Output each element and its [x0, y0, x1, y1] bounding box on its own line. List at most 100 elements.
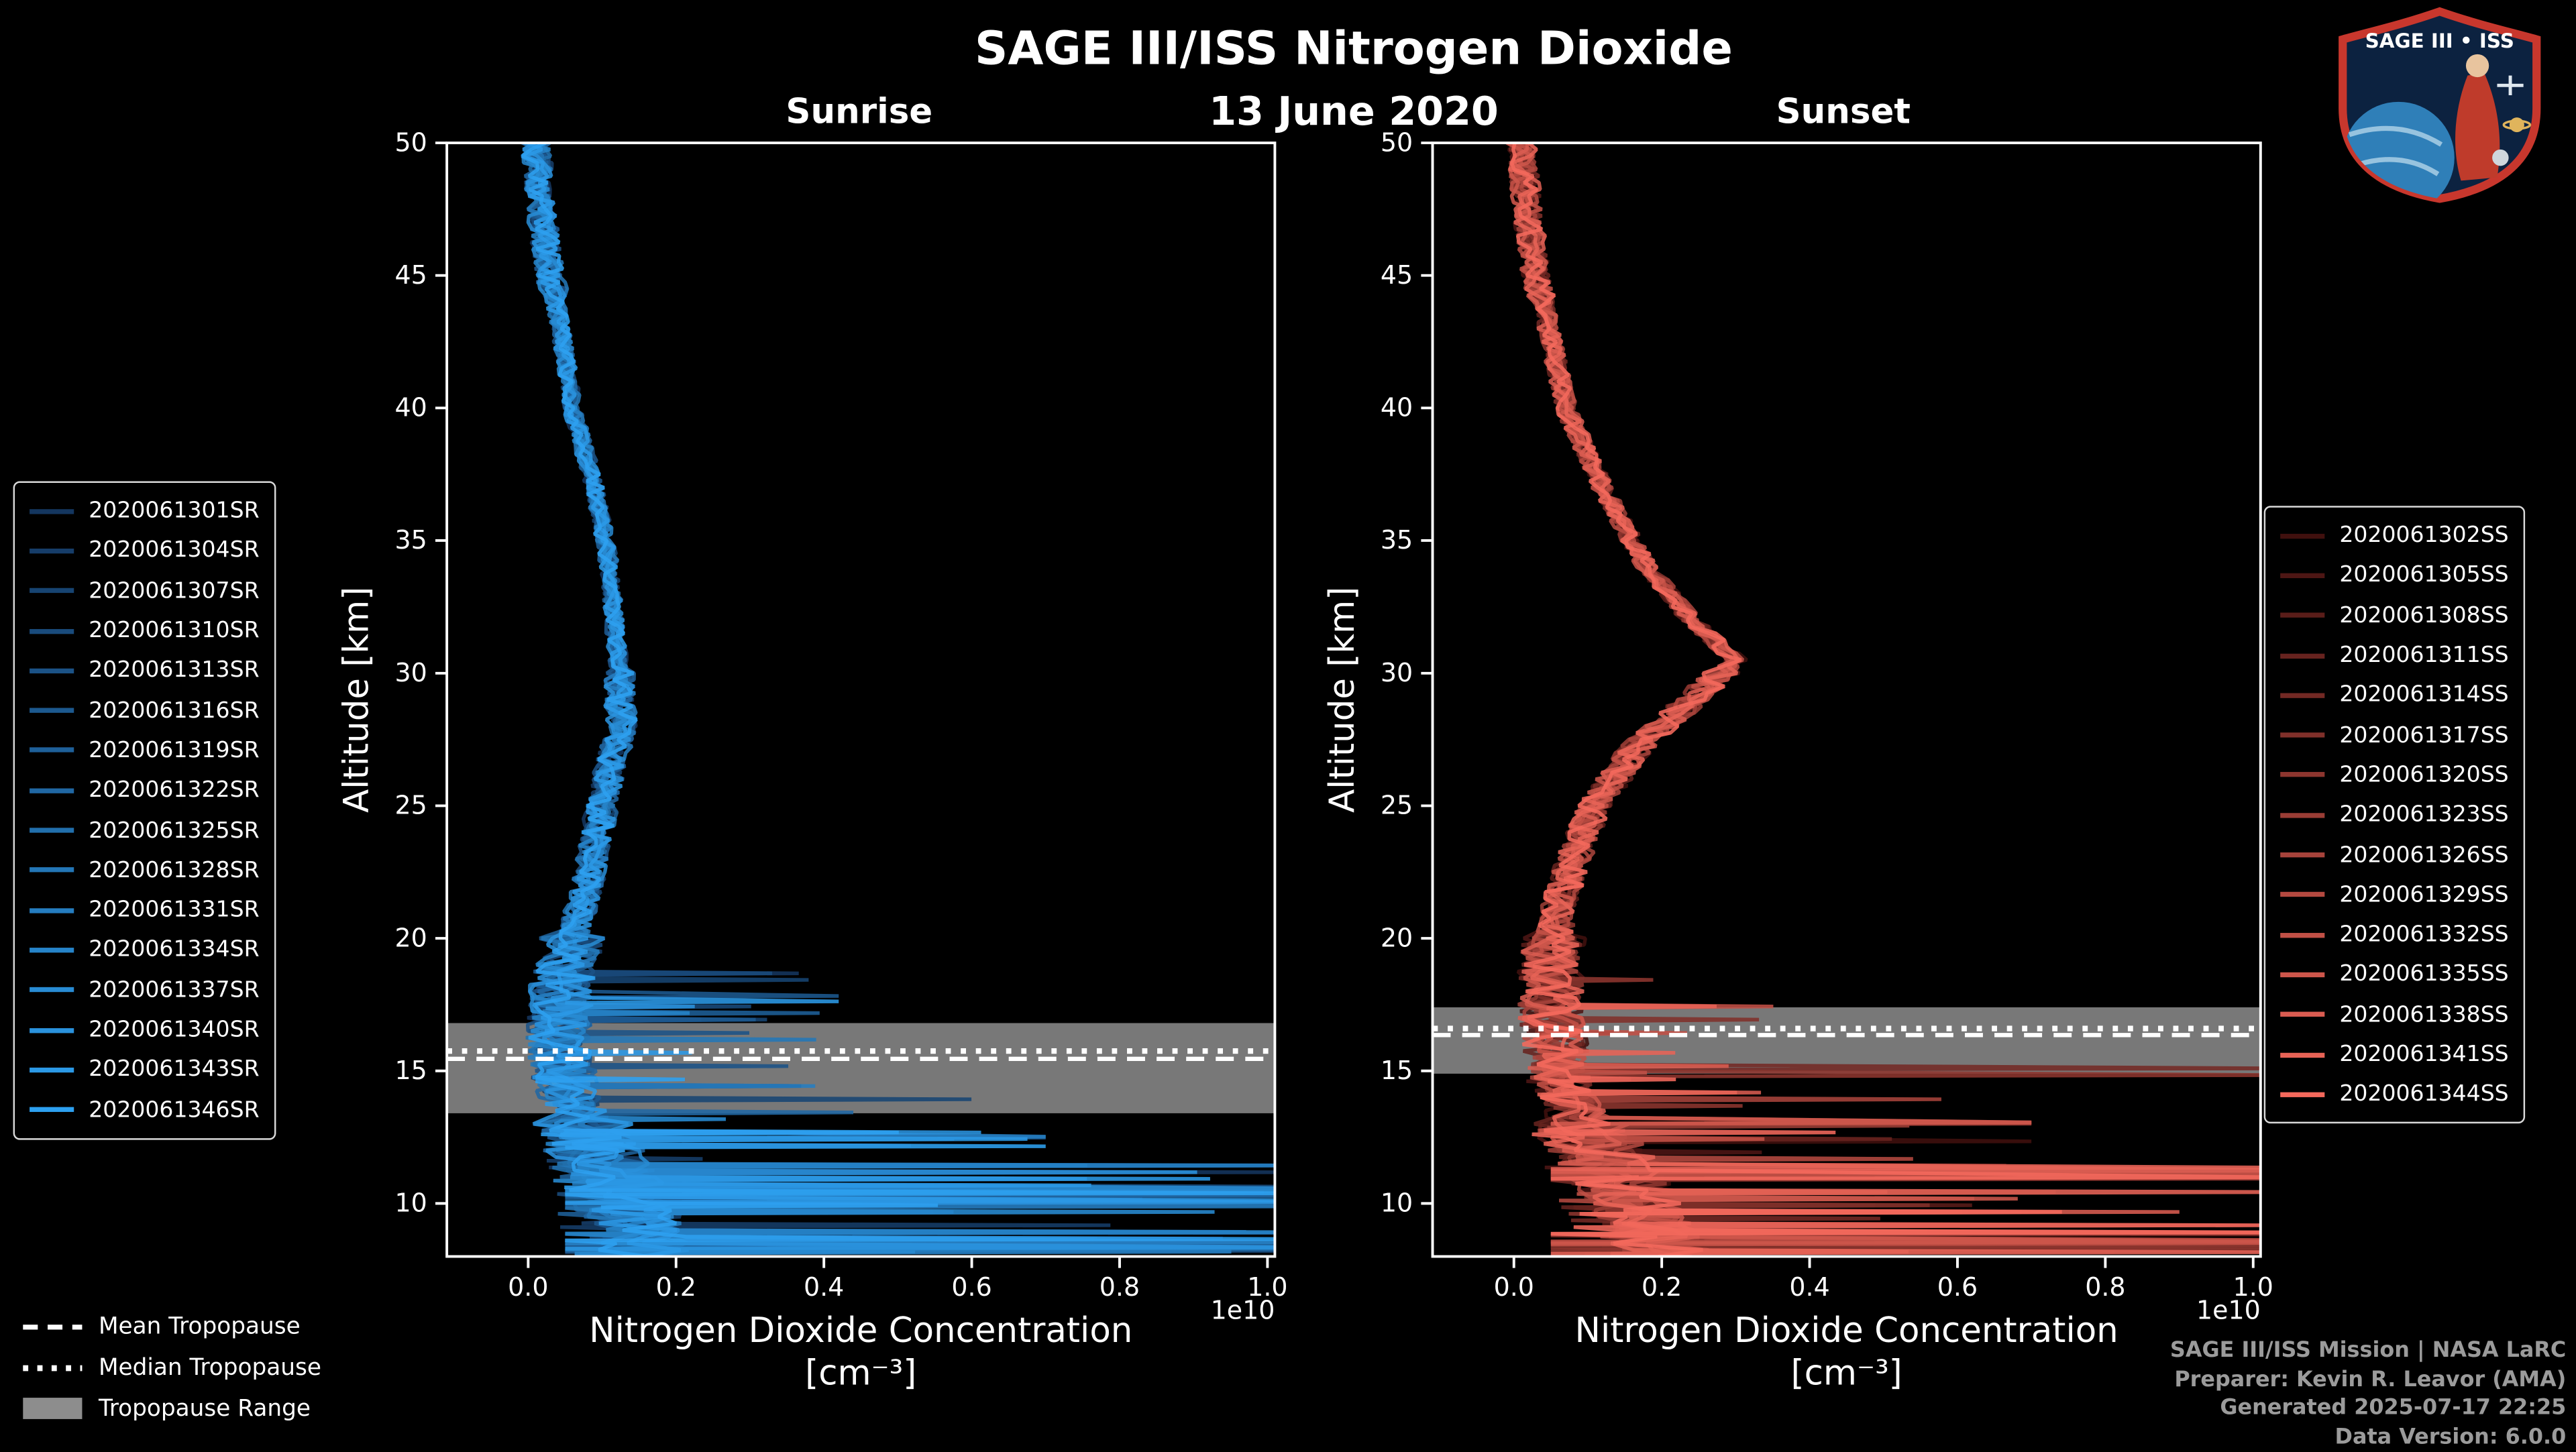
profile-line [1509, 143, 2261, 1257]
profile-line [1508, 143, 2261, 1257]
logo-earth-clouds [2348, 125, 2443, 176]
legend-line-swatch [2280, 533, 2325, 539]
legend-line-swatch [2280, 773, 2325, 778]
x-offset-label: 1e10 [1211, 1296, 1275, 1325]
legend-line-swatch [30, 668, 74, 673]
legend-label: 2020061307SR [89, 577, 260, 604]
legend-label: 2020061325SR [89, 817, 260, 844]
plot-frame [445, 142, 1277, 1258]
sunset-legend-list: 2020061302SS 2020061305SS 2020061308SS 2020… [2280, 516, 2509, 1115]
x-axis-units-label: [cm⁻³] [1791, 1353, 1902, 1393]
logo-saturn-ring [2502, 119, 2532, 130]
legend-line-swatch [30, 1067, 74, 1072]
x-tick-label: 0.6 [1937, 1272, 1978, 1302]
legend-line-swatch [2280, 972, 2325, 977]
legend-label: 2020061314SS [2339, 682, 2509, 709]
legend-item: 2020061322SR [30, 771, 260, 811]
legend-item: 2020061335SS [2280, 955, 2509, 995]
legend-item: 2020061304SR [30, 531, 260, 571]
legend-line-swatch [30, 787, 74, 793]
legend-item: 2020061329SS [2280, 875, 2509, 915]
x-axis-units-label: [cm⁻³] [805, 1353, 916, 1393]
x-tick-label: 1.0 [2233, 1272, 2273, 1302]
legend-item: 2020061332SS [2280, 915, 2509, 955]
profile-line [1507, 143, 2261, 1257]
legend-item: 2020061317SS [2280, 715, 2509, 755]
logo-figure-head [2465, 54, 2489, 78]
y-tick-label: 20 [394, 923, 427, 952]
legend-item: 2020061334SR [30, 930, 260, 970]
legend-item: 2020061308SS [2280, 596, 2509, 636]
profile-line [1507, 143, 2261, 1257]
attribution-mission: SAGE III/ISS Mission | NASA LaRC [2169, 1338, 2567, 1363]
x-tick-label: 0.8 [2085, 1272, 2125, 1302]
y-tick-label: 10 [394, 1188, 427, 1218]
profile-line [524, 143, 1275, 1257]
legend-item: 2020061310SR [30, 611, 260, 651]
legend-item: 2020061331SR [30, 890, 260, 930]
legend-item: 2020061325SR [30, 810, 260, 850]
legend-label: 2020061320SS [2339, 762, 2509, 789]
plot-frame [1431, 142, 2262, 1258]
mean-tropopause-legend-row: Mean Tropopause [19, 1306, 321, 1347]
y-tick-label: 10 [1381, 1188, 1413, 1218]
y-tick-label: 50 [394, 127, 427, 157]
legend-label: 2020061310SR [89, 617, 260, 645]
y-tick-label: 45 [394, 260, 427, 290]
legend-line-swatch [2280, 852, 2325, 858]
tropopause-range-legend-row: Tropopause Range [19, 1388, 321, 1429]
median-tropopause-label: Median Tropopause [98, 1354, 321, 1381]
legend-item: 2020061320SS [2280, 755, 2509, 795]
legend-line-swatch [2280, 693, 2325, 698]
legend-item: 2020061326SS [2280, 835, 2509, 875]
logo-saturn [2509, 117, 2524, 133]
x-tick-label: 0.0 [508, 1272, 548, 1302]
legend-label: 2020061313SR [89, 657, 260, 684]
legend-label: 2020061305SS [2339, 562, 2509, 589]
legend-line-swatch [2280, 1092, 2325, 1097]
legend-item: 2020061314SS [2280, 675, 2509, 716]
tropopause-range-swatch [23, 1398, 83, 1419]
legend-item: 2020061311SS [2280, 635, 2509, 675]
legend-label: 2020061346SR [89, 1096, 260, 1123]
median-tropopause-swatch [23, 1364, 83, 1371]
legend-line-swatch [2280, 1012, 2325, 1017]
logo-iss-icon [2497, 75, 2524, 96]
legend-line-swatch [2280, 1052, 2325, 1057]
legend-line-swatch [30, 828, 74, 833]
legend-label: 2020061301SR [89, 498, 260, 524]
y-axis-label: Altitude [km] [1322, 587, 1362, 813]
panel-sunrise: 0.0 0.2 0.4 0.6 0.8 1.0 10 15 20 25 30 35 40 45 50 1e10… [337, 127, 1288, 1393]
profile-line [1511, 143, 2261, 1257]
legend-line-swatch [2280, 732, 2325, 738]
legend-line-swatch [2280, 573, 2325, 578]
logo-moon [2492, 149, 2509, 166]
x-tick-label: 1.0 [1247, 1272, 1287, 1302]
figure-date: 13 June 2020 [1209, 89, 1499, 135]
x-tick-label: 0.0 [1494, 1272, 1534, 1302]
legend-item: 2020061301SR [30, 491, 260, 531]
y-tick-label: 40 [1381, 393, 1413, 423]
mean-tropopause-label: Mean Tropopause [98, 1313, 301, 1340]
y-tick-label: 25 [394, 791, 427, 820]
y-tick-label: 30 [394, 658, 427, 687]
attribution-generated: Generated 2025-07-17 22:25 [2220, 1396, 2567, 1421]
legend-line-swatch [2280, 653, 2325, 658]
legend-label: 2020061338SS [2339, 1001, 2509, 1028]
logo-figure [2455, 72, 2500, 181]
x-tick-label: 0.2 [656, 1272, 696, 1302]
legend-label: 2020061332SS [2339, 922, 2509, 948]
profile-line [1509, 143, 2261, 1257]
profile-line [1509, 143, 2261, 1257]
legend-item: 2020061313SR [30, 651, 260, 691]
median-tropopause-legend-row: Median Tropopause [19, 1347, 321, 1388]
x-tick-label: 0.8 [1099, 1272, 1140, 1302]
profile-line [1509, 143, 2261, 1257]
x-tick-label: 0.4 [804, 1272, 844, 1302]
legend-label: 2020061328SR [89, 856, 260, 884]
x-tick-label: 0.2 [1642, 1272, 1682, 1302]
legend-label: 2020061343SR [89, 1056, 260, 1083]
legend-label: 2020061335SS [2339, 961, 2509, 988]
y-tick-label: 50 [1381, 127, 1413, 157]
